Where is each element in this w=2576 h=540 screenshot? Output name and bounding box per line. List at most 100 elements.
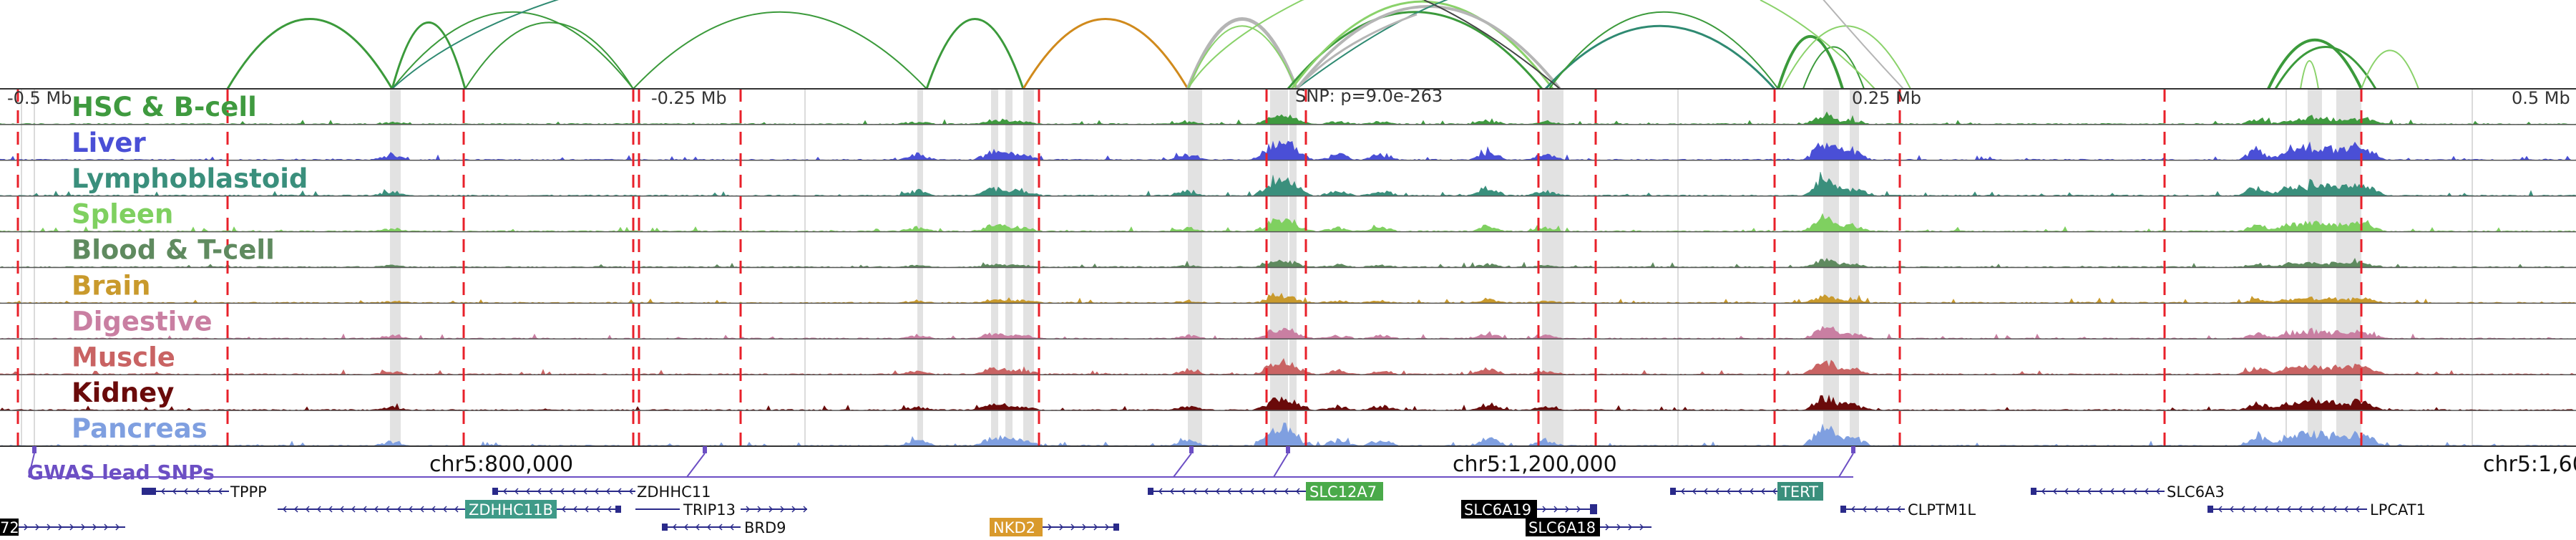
track-brain [0,292,2576,304]
gene-box-slc12a7 [1306,482,1383,501]
snp-marker[interactable] [1189,446,1194,453]
loop-arc [1187,0,1424,90]
strand-chevron [2041,488,2046,495]
strand-chevron [1284,488,1289,495]
strand-chevron [560,488,565,495]
gene-lpcat1[interactable]: LPCAT1 [2207,501,2426,519]
snp-connector [28,453,35,478]
gene-brd9[interactable]: BRD9 [662,519,786,536]
strand-chevron [419,506,424,513]
track-digestive [0,326,2576,340]
track-label: Muscle [72,342,175,372]
strand-chevron [2087,488,2092,495]
strand-chevron [729,524,734,531]
strand-chevron [718,524,723,531]
strand-chevron [1628,524,1633,531]
strand-chevron [396,506,401,513]
scale-label-right: 0.5 Mb [2512,88,2570,108]
strand-chevron [525,488,530,495]
track-label: Pancreas [72,413,208,444]
strand-chevron [2121,488,2126,495]
gene-label-slc12a7: SLC12A7 [1309,483,1377,501]
gene-slc12a7[interactable]: SLC12A7 [1148,482,1383,501]
track-label: Spleen [72,199,173,230]
strand-chevron [305,506,310,513]
track-signal [0,326,2576,339]
strand-chevron [1749,488,1754,495]
signal-tracks [0,111,2576,447]
strand-chevron [1885,506,1890,513]
strand-chevron [769,506,774,513]
snp-marker[interactable] [32,446,36,453]
snp-pvalue-label: SNP: p=9.0e-263 [1295,86,1443,106]
snp-marker[interactable] [703,446,707,453]
strand-chevron [81,524,86,531]
strand-chevron [746,506,751,513]
gene-tppp[interactable]: TPPP [142,483,267,501]
strand-chevron [572,506,577,513]
gene-cut-off-left[interactable]: 72 [0,519,125,536]
strand-chevron [374,506,379,513]
gene-clptm1l[interactable]: CLPTM1L [1840,501,1976,519]
snp-marker[interactable] [1286,446,1290,453]
strand-chevron [2321,506,2326,513]
loop-arc [1187,25,1297,90]
loop-arc [391,0,560,90]
gene-slc6a3[interactable]: SLC6A3 [2031,483,2225,501]
strand-chevron [2275,506,2280,513]
gene-box-slc6a18 [1526,518,1600,536]
track-hsc-b-cell [0,111,2576,125]
strand-chevron [1639,524,1644,531]
strand-chevron [2098,488,2103,495]
gene-trip13[interactable]: TRIP13 [635,501,807,519]
strand-chevron [69,524,74,531]
gene-zdhhc11[interactable]: ZDHHC11 [492,483,711,501]
strand-chevron [1873,506,1878,513]
strand-chevron [1680,488,1685,495]
strand-chevron [1703,488,1708,495]
strand-chevron [1238,488,1243,495]
strand-chevron [584,506,589,513]
loop-arc [1548,11,1779,90]
track-labels: HSC & B-cell Liver Lymphoblastoid Spleen Blo… [72,92,308,444]
strand-chevron [1048,524,1053,531]
strand-chevron [1850,506,1855,513]
snp-marker[interactable] [1851,446,1855,453]
strand-chevron [2144,488,2149,495]
snp-connector [1173,453,1192,478]
strand-chevron [1226,488,1231,495]
gene-slc6a18[interactable]: SLC6A18 [1526,518,1652,536]
scale-label-mid-right: 0.25 Mb [1852,88,1921,108]
gene-nkd2[interactable]: NKD2 [990,518,1119,536]
gene-box-zdhhc11b [465,500,557,519]
gene-label-zdhhc11b: ZDHHC11B [469,501,553,519]
strand-chevron [431,506,436,513]
gene-slc6a19[interactable]: SLC6A19 [1461,500,1597,519]
strand-chevron [1249,488,1254,495]
loop-arc [464,21,634,90]
strand-chevron [1772,488,1777,495]
strand-chevron [2052,488,2057,495]
gene-label-slc6a18: SLC6A18 [1528,519,1596,536]
track-label: Lymphoblastoid [72,163,308,194]
strand-chevron [454,506,459,513]
strand-chevron [442,506,447,513]
snp-track-label: GWAS lead SNPs [27,461,215,484]
track-liver [0,140,2576,161]
gene-tert[interactable]: TERT [1670,482,1823,501]
strand-chevron [293,506,298,513]
strand-chevron [2263,506,2268,513]
loop-arc [1781,25,1911,90]
track-label: Liver [72,127,146,158]
gene-zdhhc11b[interactable]: ZDHHC11B [278,500,621,519]
gene-label-tppp: TPPP [230,483,267,501]
strand-chevron [1070,524,1075,531]
strand-chevron [104,524,109,531]
strand-chevron [206,488,211,495]
loop-arc [1760,0,1875,90]
strand-chevron [695,524,700,531]
strand-chevron [2132,488,2137,495]
loop-arc [2267,38,2363,90]
